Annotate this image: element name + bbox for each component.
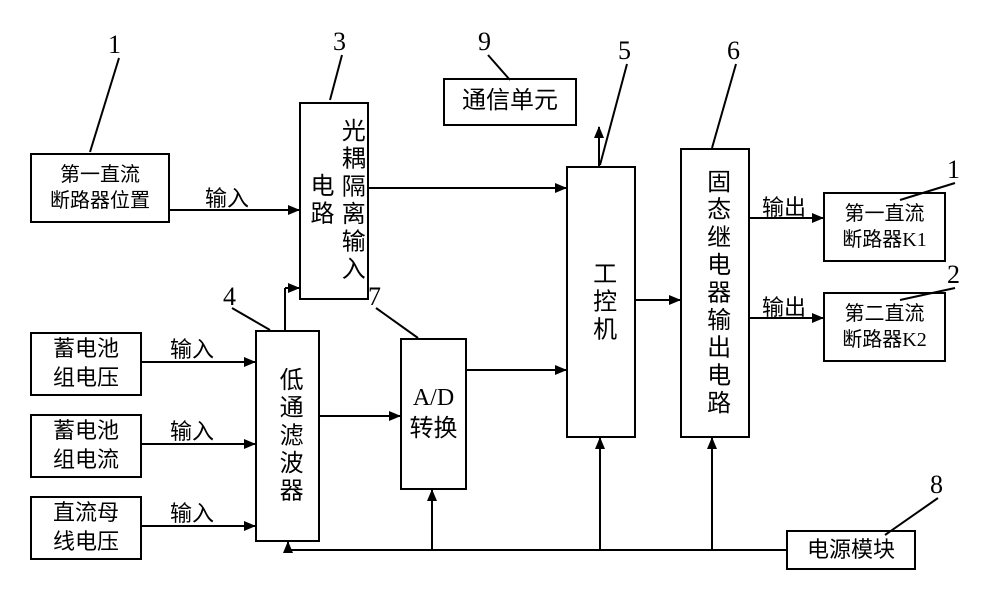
box-breaker-k2: 第二直流断路器K2 (823, 292, 946, 362)
edge-label-input-3: 输入 (170, 414, 214, 446)
edge-label-output-1: 输出 (762, 190, 806, 222)
box-power-module: 电源模块 (786, 530, 916, 570)
callout-num-7: 7 (368, 282, 381, 312)
box-ssr-output: 固态继电器输出电路 (680, 148, 750, 438)
box-label: 低通滤波器 (272, 367, 303, 505)
edge-label-output-2: 输出 (762, 290, 806, 322)
box-label: 直流母线电压 (53, 499, 119, 556)
callout-num-2: 2 (947, 260, 960, 290)
box-busbar-voltage: 直流母线电压 (30, 496, 142, 560)
callout-num-9: 9 (478, 27, 491, 57)
box-label: 固态继电器输出电路 (699, 169, 730, 417)
box-breaker1-pos: 第一直流断路器位置 (30, 153, 170, 223)
callout-num-6: 6 (727, 36, 740, 66)
box-adc: A/D转换 (400, 338, 467, 490)
box-lowpass-filter: 低通滤波器 (255, 330, 320, 542)
box-label: 第一直流断路器位置 (50, 162, 150, 214)
box-label: 电源模块 (807, 536, 895, 565)
box-ipc: 工控机 (566, 166, 636, 438)
callout-num-1a: 1 (108, 30, 121, 60)
box-label: 蓄电池组电流 (53, 417, 119, 474)
box-label: 第二直流断路器K2 (842, 301, 926, 353)
edge-label-input-2: 输入 (170, 332, 214, 364)
edge-label-input-4: 输入 (170, 496, 214, 528)
box-comm-unit: 通信单元 (443, 78, 577, 126)
box-label: 通信单元 (462, 86, 558, 117)
box-label: 光耦隔离输入电路 (303, 108, 365, 294)
box-label: A/D转换 (410, 383, 458, 445)
box-label: 工控机 (585, 261, 616, 344)
box-label: 第一直流断路器K1 (842, 201, 926, 253)
box-label: 蓄电池组电压 (53, 335, 119, 392)
callout-num-4: 4 (223, 282, 236, 312)
edge-label-input-1: 输入 (205, 181, 249, 213)
box-breaker-k1: 第一直流断路器K1 (823, 192, 946, 262)
box-battery-voltage: 蓄电池组电压 (30, 332, 142, 396)
callout-num-8: 8 (930, 470, 943, 500)
callout-num-5: 5 (618, 36, 631, 66)
callout-num-3: 3 (333, 27, 346, 57)
box-battery-current: 蓄电池组电流 (30, 414, 142, 478)
box-optocoupler: 光耦隔离输入电路 (299, 102, 369, 300)
callout-num-1b: 1 (947, 155, 960, 185)
